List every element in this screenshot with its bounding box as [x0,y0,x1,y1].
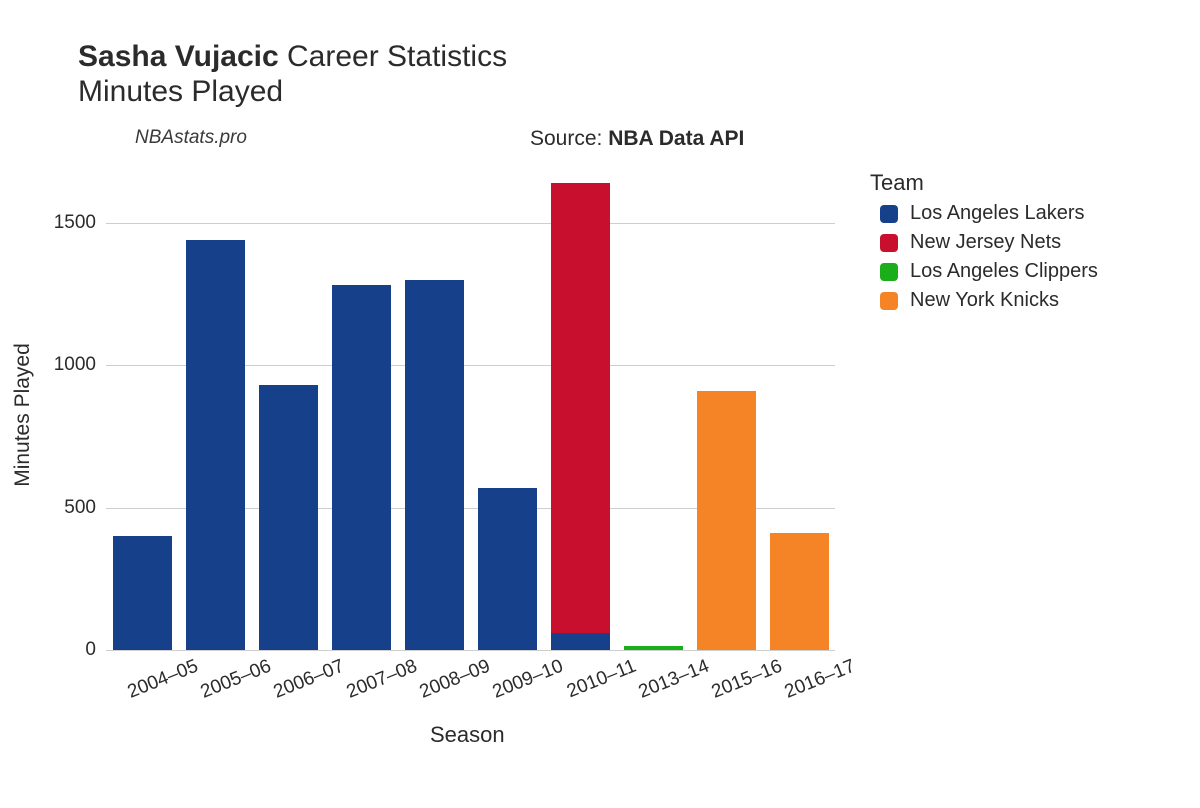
legend-label: New Jersey Nets [910,231,1061,254]
legend-label: Los Angeles Lakers [910,202,1085,225]
bar-segment-lakers [113,536,173,650]
bar-segment-lakers [186,240,246,650]
bar-2010–11 [551,180,611,650]
plot-frame: 0500100015002004–052005–062006–072007–08… [0,8,1200,808]
y-tick-label: 500 [64,497,106,519]
y-tick-label: 1000 [54,354,106,376]
gridline [106,650,835,651]
legend-swatch [880,205,898,223]
bar-segment-knicks [770,533,830,650]
legend: Team Los Angeles Lakers New Jersey Nets Lo… [870,170,1098,318]
y-tick-label: 1500 [54,212,106,234]
chart-container: Sasha Vujacic Career Statistics Minutes … [0,0,1200,800]
bar-2006–07 [259,180,319,650]
bar-segment-lakers [332,285,392,650]
bar-2015–16 [697,180,757,650]
legend-title: Team [870,170,1098,196]
bar-segment-knicks [697,391,757,650]
bar-2008–09 [405,180,465,650]
bar-2013–14 [624,180,684,650]
bar-2016–17 [770,180,830,650]
legend-item-knicks: New York Knicks [880,289,1098,312]
bar-2004–05 [113,180,173,650]
bar-segment-lakers [478,488,538,650]
bar-2009–10 [478,180,538,650]
legend-swatch [880,292,898,310]
legend-label: Los Angeles Clippers [910,260,1098,283]
y-tick-label: 0 [85,639,106,661]
plot-area: 0500100015002004–052005–062006–072007–08… [105,180,835,650]
legend-item-lakers: Los Angeles Lakers [880,202,1098,225]
legend-swatch [880,234,898,252]
bar-2005–06 [186,180,246,650]
legend-label: New York Knicks [910,289,1059,312]
bar-segment-nets [551,183,611,633]
bar-segment-lakers [551,633,611,650]
x-axis-title: Season [430,722,505,748]
legend-swatch [880,263,898,281]
bar-segment-lakers [259,385,319,650]
bar-segment-lakers [405,280,465,650]
bar-segment-clippers [624,646,684,650]
legend-item-clippers: Los Angeles Clippers [880,260,1098,283]
bar-2007–08 [332,180,392,650]
legend-item-nets: New Jersey Nets [880,231,1098,254]
y-axis-title: Minutes Played [11,343,35,487]
